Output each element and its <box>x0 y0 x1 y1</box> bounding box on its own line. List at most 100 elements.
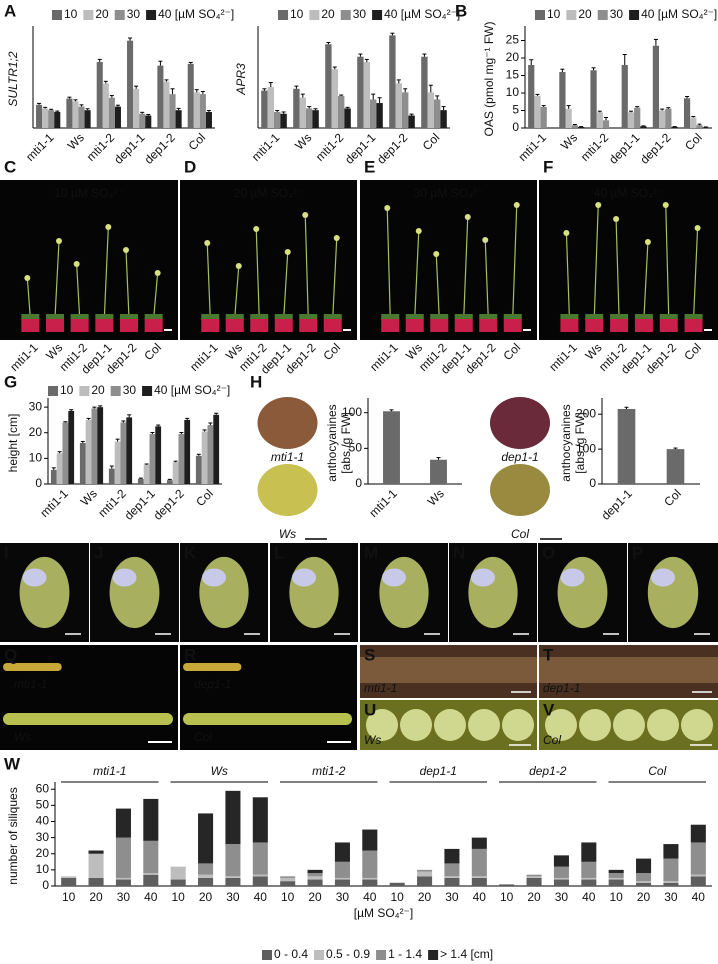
x-tick-label: Col <box>682 130 705 153</box>
bar <box>683 98 691 128</box>
bar <box>338 95 345 128</box>
legend-label: 40 [µM SO₄²⁻] <box>154 383 230 397</box>
bar <box>108 97 115 128</box>
pot <box>634 318 653 332</box>
flower <box>647 556 699 629</box>
bar <box>102 83 109 128</box>
legend-label: 30 <box>353 7 367 21</box>
bar-segment <box>663 881 679 883</box>
bar-segment <box>115 877 131 880</box>
bar <box>155 426 162 484</box>
bar-segment <box>526 876 542 878</box>
y-axis-label: anthocyanines <box>559 404 573 481</box>
bar <box>96 62 103 129</box>
group-label: dep1-2 <box>529 764 567 778</box>
bar-segment <box>690 824 706 843</box>
panel-letter: W <box>4 754 21 773</box>
bar <box>659 110 666 128</box>
flower-head <box>384 205 391 211</box>
bar-segment <box>143 874 159 886</box>
stem <box>512 204 518 319</box>
bar <box>666 449 685 484</box>
bar-segment <box>663 882 679 886</box>
silique <box>3 713 173 725</box>
flower <box>379 556 429 629</box>
pot <box>70 318 89 332</box>
x-tick-label: Ws <box>78 486 100 508</box>
x-tick-label: 20 <box>527 890 541 904</box>
flower-head <box>563 230 570 236</box>
panel-letter: R <box>184 645 196 664</box>
stem <box>386 207 391 319</box>
bar <box>66 98 73 128</box>
pot <box>585 318 604 332</box>
y-tick-label: 0 <box>589 476 596 490</box>
x-tick-label: mti1-1 <box>37 486 71 520</box>
bar-segment <box>143 873 159 875</box>
y-tick-label: 10 <box>29 451 43 465</box>
legend-label: > 1.4 [cm] <box>440 947 493 961</box>
bar <box>565 108 572 128</box>
rosette-label: dep1-1 <box>501 450 538 464</box>
pot <box>120 318 138 332</box>
bar-segment <box>225 790 241 845</box>
bar-segment <box>581 842 597 862</box>
bar <box>48 110 55 128</box>
x-tick-label: dep1-2 <box>374 130 411 167</box>
plant-label: mti1-1 <box>187 340 221 374</box>
bar-segment <box>280 876 296 878</box>
x-tick-label: 40 <box>254 890 268 904</box>
seed <box>545 709 577 741</box>
bar <box>172 462 179 484</box>
rosette-green <box>585 314 604 319</box>
bar <box>85 419 92 484</box>
x-tick-label: 30 <box>117 890 131 904</box>
flower-head <box>105 224 112 230</box>
bar <box>274 111 281 128</box>
bar <box>157 65 164 128</box>
bar <box>540 107 547 128</box>
bar-segment <box>225 876 241 878</box>
bar-segment <box>581 861 597 878</box>
y-tick-label: 0 <box>35 476 42 490</box>
bar-segment <box>471 848 487 877</box>
panel-letter: H <box>250 372 262 391</box>
bar <box>201 431 208 484</box>
bar <box>528 65 535 128</box>
petal <box>292 568 316 587</box>
pot <box>684 318 703 332</box>
bar <box>108 468 115 484</box>
legend-label: 30 <box>123 383 137 397</box>
rosette-green <box>454 314 473 319</box>
rosette-label: mti1-1 <box>271 450 304 464</box>
y-tick-label: 60 <box>36 781 50 795</box>
panel-letter: C <box>4 157 16 176</box>
silique <box>3 663 62 671</box>
pot <box>659 318 678 332</box>
x-tick-label: mti1-2 <box>313 130 347 164</box>
bar <box>114 441 121 484</box>
flower-head <box>595 202 602 208</box>
legend-swatch <box>340 10 351 20</box>
bar <box>126 417 133 484</box>
seed <box>647 709 679 741</box>
legend-swatch <box>428 950 439 960</box>
legend-swatch <box>79 386 90 396</box>
pot <box>144 318 163 332</box>
stem <box>484 239 489 319</box>
x-tick-label: Ws <box>425 486 447 508</box>
panel-letter: G <box>4 372 17 391</box>
legend-label: 10 <box>290 7 304 21</box>
bar-segment <box>581 877 597 880</box>
flower-head <box>204 240 211 246</box>
x-tick-label: 10 <box>391 890 405 904</box>
bar-segment <box>636 873 652 882</box>
legend-swatch <box>314 950 325 960</box>
legend-swatch <box>114 10 125 20</box>
x-tick-label: Ws <box>558 130 580 152</box>
stem <box>153 272 159 319</box>
group-label: Col <box>648 764 666 778</box>
bar <box>213 414 220 484</box>
bar-segment <box>471 877 487 886</box>
silique-wall <box>360 657 537 683</box>
